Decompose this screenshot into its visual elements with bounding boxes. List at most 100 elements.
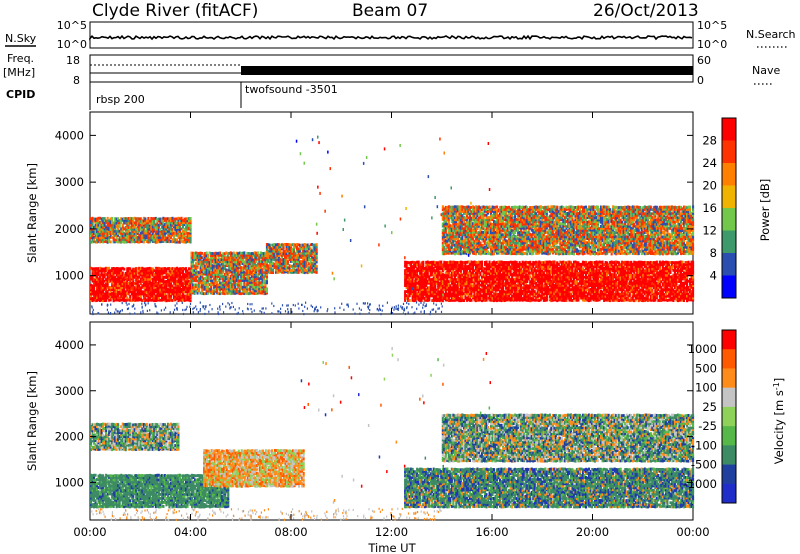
echo-cell [253, 275, 256, 279]
echo-cell [96, 219, 99, 222]
echo-cell [162, 234, 165, 238]
echo-cell [219, 271, 222, 275]
echo-cell [246, 254, 249, 257]
echo-cell [252, 289, 255, 293]
echo-cell [210, 275, 213, 279]
echo-cell [111, 296, 114, 300]
echo-cell [190, 253, 193, 257]
echo-cell [118, 296, 121, 300]
echo-cell [103, 229, 106, 233]
echo-cell [204, 264, 207, 268]
echo-cell [103, 296, 106, 300]
echo-cell [126, 227, 129, 231]
echo-cell [151, 298, 154, 302]
echo-cell [147, 288, 150, 292]
echo-cell [190, 279, 193, 283]
echo-cell [169, 292, 172, 295]
echo-cell [195, 285, 198, 288]
echo-cell [244, 273, 247, 276]
echo-cell [235, 264, 238, 268]
echo-cell [195, 267, 198, 270]
echo-cell [202, 281, 205, 285]
echo-cell [220, 277, 223, 281]
echo-cell [117, 296, 120, 300]
echo-cell [126, 288, 129, 292]
echo-cell [232, 279, 235, 283]
echo-cell [171, 227, 174, 231]
echo-cell [123, 221, 126, 225]
echo-cell [160, 225, 163, 229]
echo-cell [99, 266, 102, 270]
echo-cell [114, 294, 117, 298]
echo-cell [144, 267, 147, 271]
echo-cell [169, 298, 172, 302]
echo-cell [100, 286, 103, 290]
echo-cell [166, 282, 169, 285]
echo-cell [105, 290, 108, 294]
echo-cell [204, 254, 207, 258]
echo-cell [202, 255, 205, 259]
echo-cell [126, 234, 129, 237]
echo-cell [100, 225, 103, 229]
echo-cell [112, 225, 115, 229]
echo-cell [225, 251, 228, 255]
echo-cell [208, 287, 211, 291]
echo-cell [141, 236, 144, 239]
echo-cell [252, 261, 255, 265]
echo-cell [237, 279, 240, 283]
nsky-tick-bottom: 10^0 [57, 38, 87, 51]
echo-cell [147, 240, 150, 244]
echo-cell [91, 278, 94, 281]
echo-cell [99, 232, 102, 235]
echo-cell [118, 277, 121, 281]
echo-cell [172, 298, 175, 302]
echo-cell [90, 283, 93, 287]
echo-cell [168, 230, 171, 233]
echo-cell [147, 234, 150, 237]
echo-cell [118, 269, 121, 272]
echo-cell [213, 273, 216, 277]
echo-cell [180, 221, 183, 224]
echo-cell [138, 226, 141, 229]
echo-cell [189, 225, 192, 229]
echo-cell [139, 286, 142, 290]
echo-cell [247, 269, 250, 272]
echo-cell [136, 217, 139, 221]
echo-cell [229, 264, 232, 268]
echo-cell [234, 289, 237, 293]
echo-cell [157, 266, 160, 270]
echo-cell [102, 280, 105, 283]
echo-cell [210, 264, 213, 267]
echo-cell [186, 294, 189, 298]
echo-cell [132, 269, 135, 273]
echo-cell [157, 290, 160, 294]
echo-cell [100, 273, 103, 277]
echo-cell [210, 285, 213, 289]
echo-cell [243, 283, 246, 287]
echo-cell [243, 270, 246, 274]
echo-cell [120, 298, 123, 302]
echo-cell [127, 232, 130, 236]
echo-cell [106, 229, 109, 233]
echo-cell [198, 260, 201, 263]
echo-cell [171, 290, 174, 294]
echo-cell [180, 284, 183, 288]
echo-cell [168, 238, 171, 242]
echo-cell [136, 279, 139, 283]
echo-cell [178, 286, 181, 290]
echo-cell [195, 262, 198, 266]
echo-cell [90, 294, 93, 298]
echo-cell [250, 268, 253, 272]
echo-cell [217, 264, 220, 267]
echo-cell [172, 269, 175, 273]
echo-cell [154, 223, 157, 227]
echo-cell [156, 226, 159, 229]
echo-cell [144, 225, 147, 229]
echo-cell [135, 231, 138, 235]
echo-cell [214, 271, 217, 274]
echo-cell [127, 226, 130, 229]
echo-cell [223, 285, 226, 289]
echo-cell [183, 299, 186, 302]
echo-cell [90, 266, 93, 270]
echo-cell [234, 264, 237, 268]
